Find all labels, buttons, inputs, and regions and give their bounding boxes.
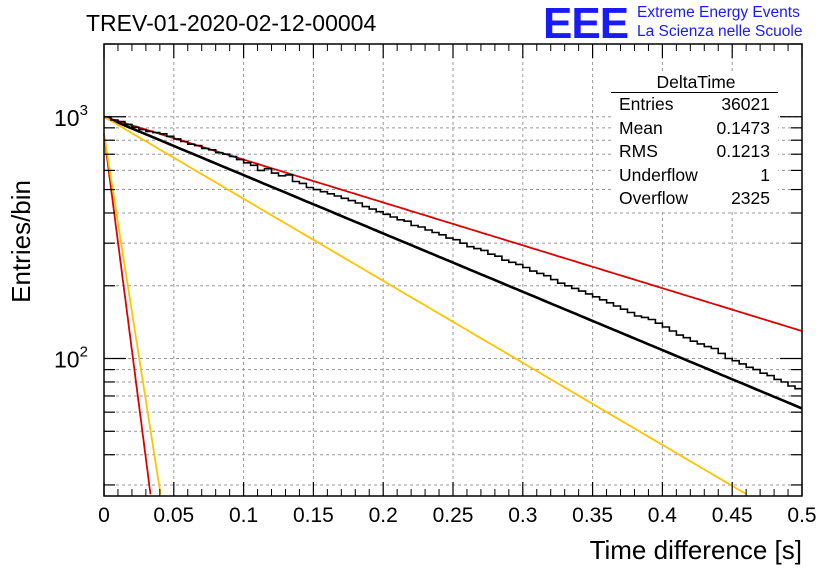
fit-curve bbox=[103, 133, 152, 495]
stats-value: 36021 bbox=[721, 94, 770, 114]
logo-line-1: Extreme Energy Events bbox=[637, 4, 800, 21]
x-tick-label: 0 bbox=[98, 504, 110, 527]
stats-value: 1 bbox=[760, 164, 770, 185]
y-tick-label: 102 bbox=[54, 344, 88, 373]
x-tick-label: 0.5 bbox=[787, 504, 816, 527]
x-tick-label: 0.25 bbox=[433, 504, 474, 527]
stats-name: DeltaTime bbox=[611, 72, 778, 93]
y-tick-labels: 102 103 bbox=[54, 102, 88, 373]
stats-value: 0.1473 bbox=[716, 117, 770, 138]
x-tick-label: 0.45 bbox=[712, 504, 753, 527]
stats-row: Mean 0.1473 bbox=[611, 117, 778, 141]
logo-line-2: La Scienza nelle Scuole bbox=[637, 23, 803, 40]
x-tick-label: 0.15 bbox=[293, 504, 334, 527]
fit-curve bbox=[103, 133, 162, 495]
x-tick-label: 0.05 bbox=[153, 504, 194, 527]
x-tick-label: 0.3 bbox=[508, 504, 537, 527]
x-tick-label: 0.35 bbox=[572, 504, 613, 527]
stats-label: Mean bbox=[619, 117, 663, 138]
x-tick-labels: 0 0.05 0.1 0.15 0.2 0.25 0.3 0.35 0.4 0.45 0.5 bbox=[98, 504, 816, 527]
logo-text: Extreme Energy Events La Scienza nelle S… bbox=[637, 3, 802, 41]
x-axis-label: Time difference [s] bbox=[589, 535, 802, 565]
x-tick-label: 0.2 bbox=[369, 504, 398, 527]
histogram bbox=[104, 116, 802, 390]
chart-title: TREV-01-2020-02-12-00004 bbox=[86, 10, 377, 36]
y-tick-label: 103 bbox=[54, 102, 88, 131]
fit-curve bbox=[103, 115, 803, 410]
stats-row: Underflow 1 bbox=[611, 164, 778, 188]
x-tick-label: 0.4 bbox=[648, 504, 678, 527]
stats-value: 2325 bbox=[731, 188, 770, 208]
stats-label: RMS bbox=[619, 141, 658, 161]
grid bbox=[104, 43, 802, 496]
stats-box: DeltaTime Entries 36021 Mean 0.1473 RMS 0.1… bbox=[611, 72, 778, 211]
stats-label: Entries bbox=[619, 94, 674, 114]
stats-row: Entries 36021 bbox=[611, 93, 778, 117]
stats-row: Overflow 2325 bbox=[611, 187, 778, 211]
stats-label: Underflow bbox=[619, 164, 698, 185]
x-tick-label: 0.1 bbox=[229, 504, 258, 527]
plot-frame bbox=[103, 43, 803, 497]
eee-logo: EEE bbox=[543, 0, 629, 48]
stats-label: Overflow bbox=[619, 188, 689, 208]
fit-curve bbox=[103, 116, 747, 495]
stats-row: RMS 0.1213 bbox=[611, 140, 778, 164]
y-axis-label: Entries/bin bbox=[6, 180, 36, 303]
stats-value: 0.1213 bbox=[716, 141, 770, 161]
